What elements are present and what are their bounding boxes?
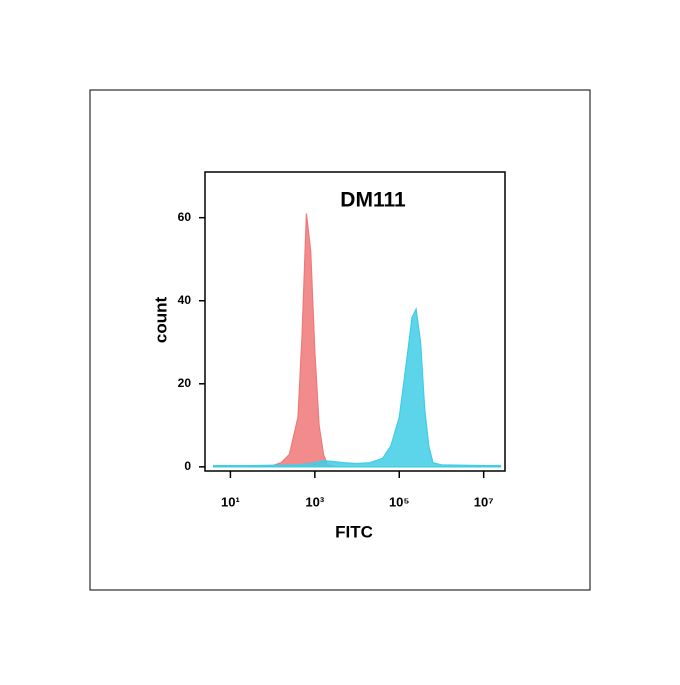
x-tick-label: 10⁵ — [389, 494, 410, 509]
y-axis-label: count — [151, 297, 170, 344]
y-tick-label: 40 — [178, 293, 192, 307]
plot-frame — [204, 171, 506, 472]
x-tick-label: 10⁷ — [474, 494, 494, 509]
x-tick-label: 10³ — [305, 494, 324, 509]
y-tick-label: 20 — [178, 376, 192, 390]
y-tick-label: 0 — [184, 459, 191, 473]
chart-title: DM111 — [340, 189, 406, 212]
x-tick-label: 10¹ — [221, 494, 240, 509]
frame — [89, 89, 591, 591]
x-axis-label: FITC — [335, 522, 373, 541]
y-tick-label: 60 — [178, 210, 192, 224]
area — [213, 306, 502, 468]
area — [213, 213, 502, 468]
